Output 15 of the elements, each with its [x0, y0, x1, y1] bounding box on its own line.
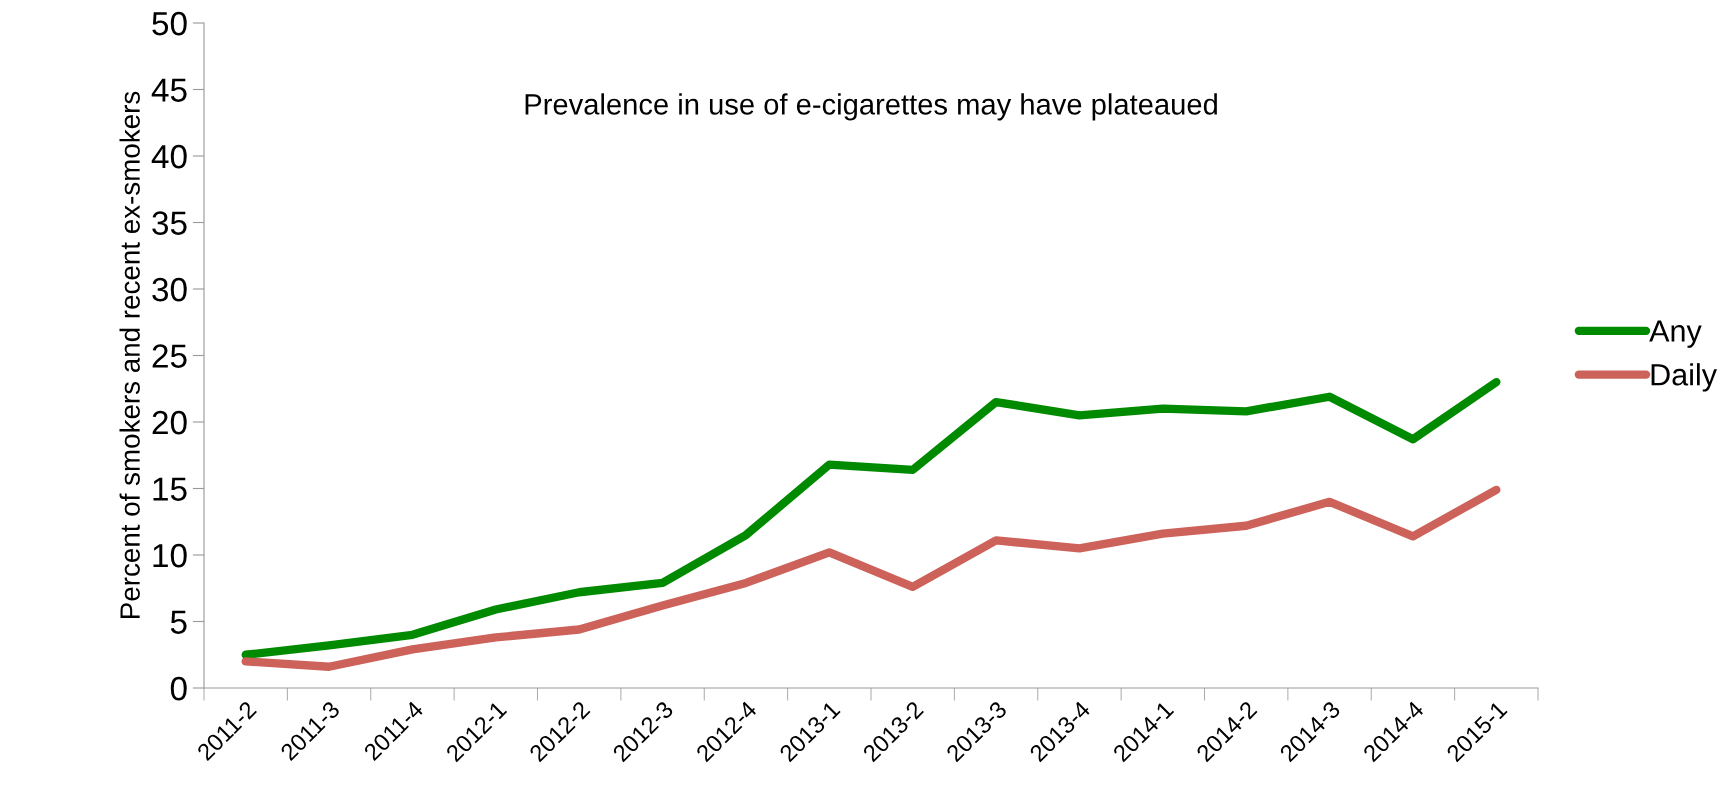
y-tick-label: 0 — [170, 676, 187, 701]
y-tick-label: 50 — [152, 11, 187, 36]
y-tick-label: 25 — [152, 344, 187, 368]
y-tick-label: 15 — [153, 477, 187, 501]
y-tick-label: 45 — [151, 78, 187, 102]
y-tick-label: 35 — [152, 211, 187, 235]
text: Prevalence in use of e-cigarettes may have plateaued — [525, 93, 1217, 121]
y-tick-label: 20 — [152, 410, 187, 435]
y-axis-title: Percent of smokers and recent ex-smokers — [119, 91, 140, 618]
legend-label: Any — [1649, 320, 1702, 348]
y-tick-label: 30 — [152, 277, 187, 302]
y-tick-label: 40 — [151, 144, 187, 169]
y-tick-label: 10 — [153, 543, 187, 568]
y-tick-label: 5 — [170, 610, 187, 634]
legend-label: Daily — [1651, 363, 1717, 392]
